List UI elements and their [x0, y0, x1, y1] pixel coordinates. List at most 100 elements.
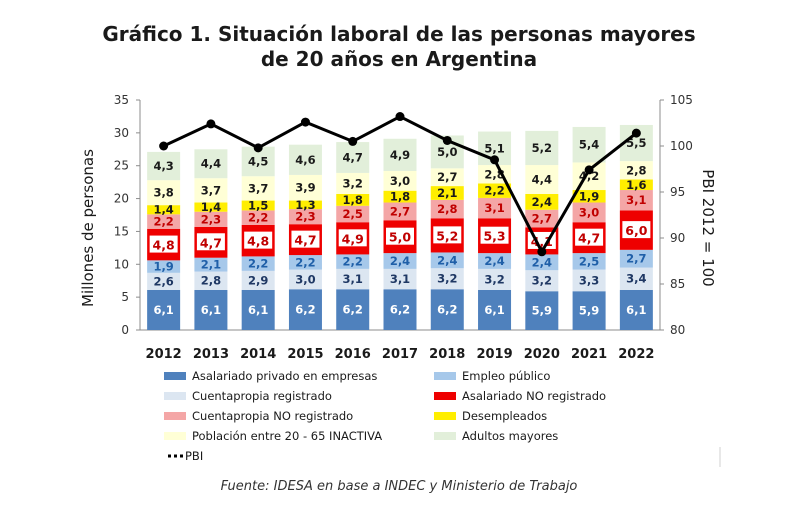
legend-label: Asalariado privado en empresas — [192, 369, 377, 383]
x-tick-label: 2016 — [335, 347, 371, 362]
bar-segment — [619, 179, 653, 191]
y-tick-label: 35 — [114, 93, 129, 107]
data-label: 3,9 — [295, 181, 315, 195]
data-label: 6,2 — [390, 303, 410, 317]
y2-tick-label: 95 — [670, 185, 685, 199]
chart-source: Fuente: IDESA en base a INDEC y Minister… — [220, 479, 578, 494]
data-label: 6,1 — [626, 303, 646, 317]
data-label: 5,2 — [436, 228, 458, 243]
bar-segment — [336, 254, 370, 269]
bar-segment — [288, 269, 322, 290]
pbi-point — [584, 165, 594, 175]
data-label: 2,5 — [579, 254, 599, 268]
bar-segment — [194, 271, 228, 290]
data-label: 3,1 — [626, 193, 646, 207]
data-label-box — [196, 233, 225, 251]
data-label: 5,2 — [532, 141, 552, 155]
bar-segment — [147, 260, 181, 273]
legend-swatch — [164, 372, 186, 380]
bar-segment — [478, 268, 512, 290]
data-label: 4,6 — [295, 153, 315, 167]
data-label: 2,1 — [437, 186, 457, 200]
data-label: 2,2 — [343, 255, 363, 269]
legend-label: PBI — [185, 449, 203, 463]
data-label: 6,2 — [295, 303, 315, 317]
data-label: 4,8 — [153, 238, 175, 253]
x-tick-label: 2019 — [476, 347, 512, 362]
y-tick-label: 30 — [114, 126, 129, 140]
data-label: 2,2 — [295, 255, 315, 269]
data-label: 3,0 — [295, 272, 315, 286]
legend-swatch — [434, 412, 456, 420]
data-label: 1,6 — [626, 178, 646, 192]
pbi-point — [395, 112, 405, 122]
data-label: 2,2 — [248, 257, 268, 271]
data-label: 3,7 — [248, 181, 268, 195]
x-tick-label: 2015 — [287, 347, 323, 362]
pbi-point — [206, 119, 216, 129]
data-label: 2,8 — [201, 274, 221, 288]
y-tick-label: 25 — [114, 159, 129, 173]
legend-label: Adultos mayores — [462, 429, 558, 443]
data-label: 3,7 — [201, 183, 221, 197]
bar-segment — [619, 161, 653, 180]
data-label: 2,4 — [390, 254, 410, 268]
bar-segment — [336, 172, 370, 194]
y-tick-label: 10 — [114, 257, 129, 271]
bar-segment — [336, 205, 370, 223]
data-label: 3,1 — [343, 272, 363, 286]
bar-segment — [572, 291, 606, 330]
data-label: 2,1 — [201, 258, 221, 272]
bar-segment — [478, 183, 512, 198]
y-tick-label: 0 — [121, 323, 129, 337]
data-label: 3,3 — [579, 273, 599, 287]
data-label: 1,8 — [390, 190, 410, 204]
pbi-point — [253, 143, 263, 153]
data-label: 5,0 — [437, 145, 457, 159]
bar-segment — [525, 130, 559, 166]
pbi-point — [631, 128, 641, 138]
data-label-box — [291, 230, 320, 248]
bar-segment — [194, 202, 228, 212]
legend-label: Población entre 20 - 65 INACTIVA — [192, 429, 382, 443]
data-label: 4,4 — [532, 173, 552, 187]
bar-segment — [288, 255, 322, 270]
bar-segment — [241, 176, 275, 201]
bar-segment — [478, 253, 512, 269]
bar-segment — [572, 126, 606, 163]
data-label: 2,4 — [484, 254, 504, 268]
data-label: 5,1 — [484, 141, 504, 155]
data-label: 6,1 — [484, 303, 504, 317]
legend-label: Desempleados — [462, 409, 547, 423]
bar-segment — [619, 249, 653, 268]
legend-label: Cuentapropia registrado — [192, 389, 332, 403]
data-label: 2,2 — [153, 215, 173, 229]
data-label: 2,7 — [532, 212, 552, 226]
bar-segment — [478, 289, 512, 330]
data-label-box — [244, 231, 273, 249]
data-label: 4,4 — [201, 157, 221, 171]
data-label: 6,1 — [153, 303, 173, 317]
data-label: 2,8 — [626, 163, 646, 177]
data-label-box — [338, 229, 367, 247]
bar-segment — [478, 197, 512, 219]
data-label: 4,9 — [342, 231, 364, 246]
x-tick-label: 2017 — [382, 347, 418, 362]
bar-segment — [430, 199, 464, 219]
x-tick-label: 2018 — [429, 347, 465, 362]
bar-segment — [194, 289, 228, 330]
bar-segment — [619, 267, 653, 290]
data-label: 3,0 — [390, 174, 410, 188]
bar-segment — [383, 289, 417, 330]
bar-segment — [383, 202, 417, 221]
data-label: 3,1 — [484, 201, 504, 215]
x-tick-label: 2020 — [524, 347, 560, 362]
bar-segment — [525, 291, 559, 330]
y2-axis-title: PBI 2012 = 100 — [699, 169, 717, 286]
bar-segment — [336, 142, 370, 173]
legend-label: Cuentapropia NO registrado — [192, 409, 353, 423]
legend-label: Asalariado NO registrado — [462, 389, 606, 403]
data-label: 2,3 — [201, 212, 221, 226]
bar-segment — [194, 257, 228, 272]
pbi-point — [442, 135, 452, 145]
